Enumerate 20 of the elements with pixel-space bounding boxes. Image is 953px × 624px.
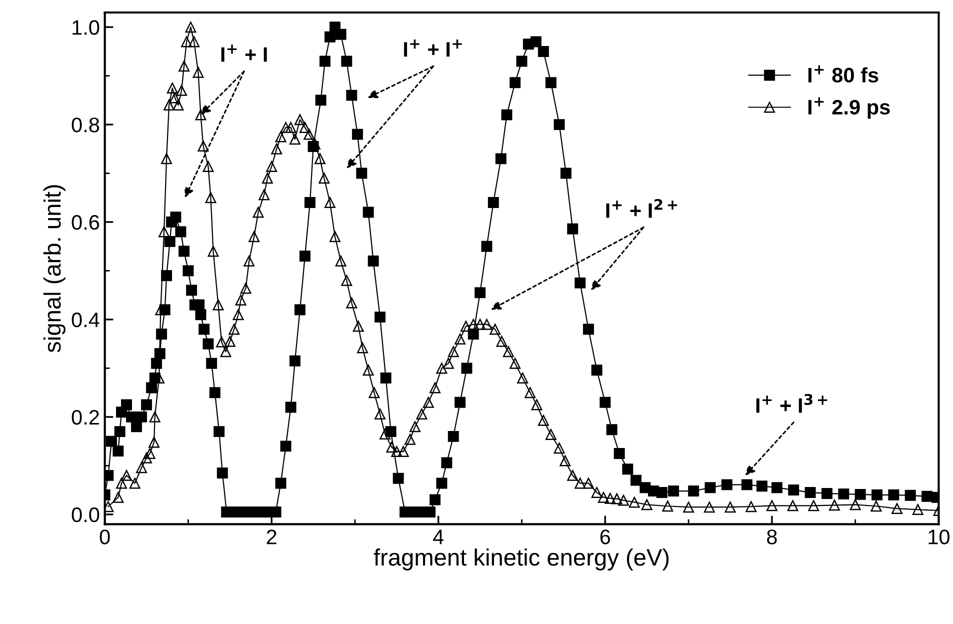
x-tick-label: 4: [433, 530, 444, 544]
y-tick-label: 0.6: [72, 215, 100, 230]
x-tick-label: 0: [100, 530, 110, 544]
y-tick-label: 0.2: [72, 410, 99, 425]
x-axis-title: fragment kinetic energy (eV): [374, 548, 669, 570]
legend-label: I$^{+}$ 80 fs: [808, 65, 878, 83]
annotation: I$^{+}$ + I$^{2+}$: [606, 198, 678, 218]
y-tick-label: 1.0: [72, 20, 100, 35]
y-tick-label: 0.8: [72, 118, 100, 132]
legend-label: I$^{+}$ 2.9 ps: [808, 97, 890, 119]
y-tick-label: 0.4: [72, 312, 100, 328]
annotation: I$^{+}$ + I$^{+}$: [404, 39, 462, 57]
y-axis-title: signal (arb. unit): [43, 185, 66, 352]
y-tick-label: 0.0: [72, 507, 100, 522]
x-tick-label: 6: [600, 530, 610, 544]
x-tick-label: 2: [266, 530, 276, 544]
annotation: I$^{+}$ + I$^{3+}$: [756, 394, 828, 413]
x-tick-label: 10: [928, 530, 950, 544]
annotation: I$^{+}$ + I: [221, 44, 267, 62]
x-tick-label: 8: [767, 530, 777, 544]
